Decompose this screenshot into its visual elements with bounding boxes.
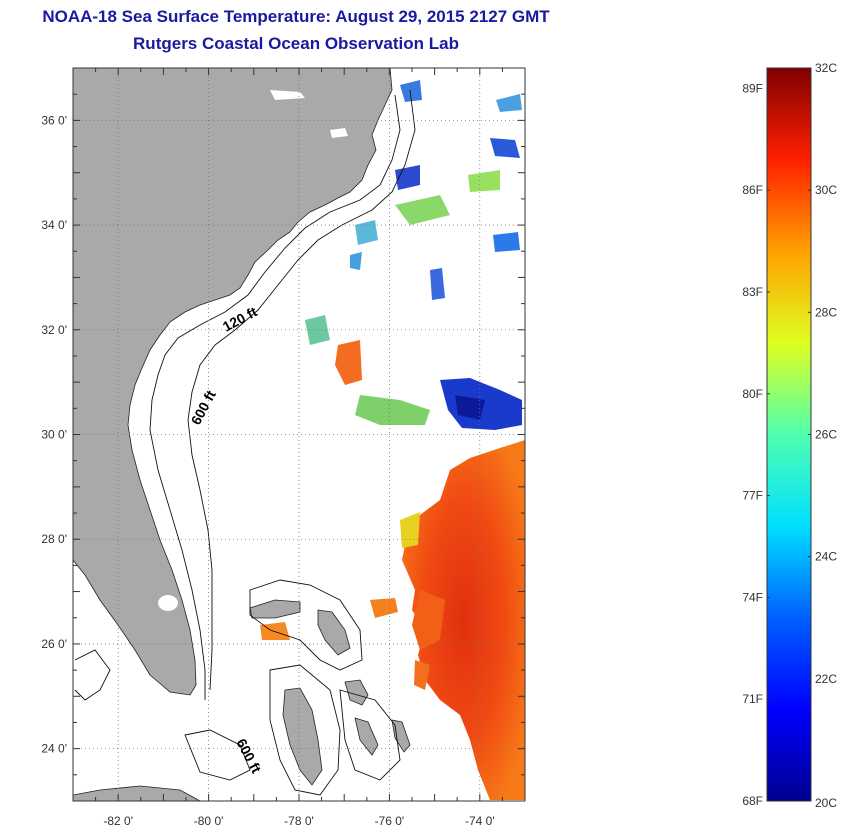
colorbar-c-label: 26C [815, 428, 837, 442]
colorbar-gradient [766, 67, 812, 802]
sst-cool-patch [455, 395, 485, 420]
colorbar-f-label: 71F [742, 692, 763, 706]
sst-warm-region [402, 440, 525, 800]
colorbar-f-label: 68F [742, 794, 763, 808]
colorbar-c-label: 24C [815, 550, 837, 564]
isobath-bahamas [249, 579, 363, 671]
sst-mid-patch [468, 170, 500, 192]
sst-warm-patch [412, 590, 445, 650]
colorbar-f-label: 89F [742, 81, 763, 95]
sst-cool-patch [400, 80, 422, 102]
sst-warm-patch [370, 598, 398, 618]
land-exuma [354, 717, 379, 756]
isobath-bahamas [269, 664, 341, 796]
land-long-island [391, 719, 411, 753]
sst-warm-patch [335, 340, 362, 385]
latitude-label: 30 0' [41, 428, 67, 442]
latitude-label: 24 0' [41, 742, 67, 756]
colorbar-fahrenheit-labels: 89F 86F 83F 80F 77F 74F 71F 68F [742, 81, 770, 808]
lat-lon-grid [73, 68, 525, 801]
page-title: NOAA-18 Sea Surface Temperature: August … [42, 7, 550, 26]
latitude-label: 26 0' [41, 637, 67, 651]
colorbar-c-label: 30C [815, 183, 837, 197]
land-eleuthera [344, 679, 369, 706]
colorbar-f-label: 77F [742, 489, 763, 503]
nc-sounds [270, 90, 305, 100]
longitude-label: -76 0' [375, 814, 405, 828]
longitude-label: -80 0' [194, 814, 224, 828]
isobath-600ft [187, 89, 416, 691]
land-mainland [73, 68, 393, 696]
sst-data-layer [260, 80, 525, 800]
isobath-cuba [184, 729, 251, 781]
isobath-contours [74, 89, 416, 796]
colorbar-f-label: 83F [742, 285, 763, 299]
sst-mid-patch [355, 220, 378, 245]
latitude-label: 32 0' [41, 323, 67, 337]
sst-warm-patch [260, 622, 290, 640]
colorbar-c-label: 32C [815, 61, 837, 75]
latitude-label: 34 0' [41, 218, 67, 232]
sst-mid-patch [395, 195, 450, 225]
latitude-labels: 24 0' 26 0' 28 0' 30 0' 32 0' 34 0' 36 0' [41, 113, 67, 755]
sst-cool-patch [496, 94, 522, 112]
colorbar-c-label: 28C [815, 305, 837, 319]
sst-cool-patch [430, 268, 445, 300]
isobath-keys [74, 649, 111, 701]
latitude-label: 28 0' [41, 532, 67, 546]
sst-warm-patch [414, 660, 430, 690]
colorbar-f-label: 86F [742, 183, 763, 197]
colorbar-f-label: 80F [742, 387, 763, 401]
land-andros [282, 687, 323, 786]
nc-sounds [330, 128, 348, 138]
isobath-120ft [149, 94, 401, 700]
colorbar-c-label: 20C [815, 796, 837, 810]
land-grand-bahama [249, 599, 301, 619]
sst-mid-patch [350, 252, 362, 270]
sst-cool-patch [490, 138, 520, 158]
longitude-label: -82 0' [103, 814, 133, 828]
land-cuba [73, 785, 201, 801]
page-subtitle: Rutgers Coastal Ocean Observation Lab [133, 34, 459, 53]
colorbar-celsius-labels: 32C 30C 28C 26C 24C 22C 20C [808, 61, 837, 810]
isobath-bahamas [339, 689, 401, 781]
axis-ticks [72, 67, 526, 802]
longitude-label: -78 0' [284, 814, 314, 828]
colorbar-c-label: 22C [815, 672, 837, 686]
longitude-label: -74 0' [465, 814, 495, 828]
sst-mid-patch [355, 395, 430, 425]
sst-cool-patch [493, 232, 520, 252]
longitude-labels: -82 0' -80 0' -78 0' -76 0' -74 0' [103, 814, 494, 828]
colorbar-f-label: 74F [742, 590, 763, 604]
latitude-label: 36 0' [41, 113, 67, 127]
lake-okeechobee [158, 595, 178, 611]
sst-cool-patch [395, 165, 420, 190]
